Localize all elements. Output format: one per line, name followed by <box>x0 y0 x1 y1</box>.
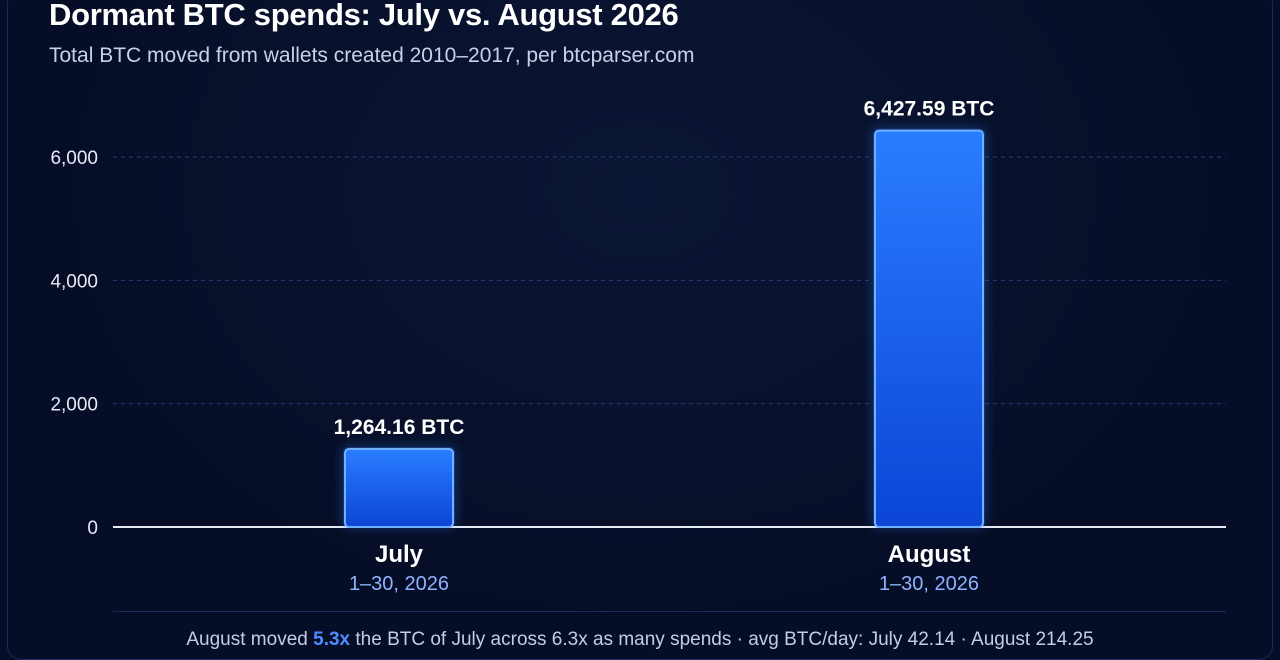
bar-layer <box>343 128 985 528</box>
footer-suffix: the BTC of July across 6.3x as many spen… <box>350 629 1094 650</box>
y-tick-label: 2,000 <box>50 395 98 416</box>
footer-note: August moved 5.3x the BTC of July across… <box>0 629 1280 651</box>
footer-divider <box>113 611 1226 612</box>
data-label: 1,264.16 BTC <box>334 416 465 439</box>
x-category-sublabel: 1–30, 2026 <box>879 573 979 595</box>
chart-frame <box>7 0 1273 660</box>
y-tick-label: 0 <box>87 518 98 539</box>
y-tick-label: 4,000 <box>50 271 98 292</box>
bar-august <box>874 129 984 528</box>
y-tick-label: 6,000 <box>50 148 98 169</box>
x-category-sublabel: 1–30, 2026 <box>349 573 449 595</box>
grid-layer <box>113 156 1226 528</box>
footer-highlight: 5.3x <box>313 629 351 650</box>
x-category-label: August <box>888 541 971 568</box>
data-label: 6,427.59 BTC <box>864 98 995 121</box>
x-category-label: July <box>375 541 424 568</box>
bar-july <box>344 448 454 528</box>
chart-subtitle: Total BTC moved from wallets created 201… <box>49 44 695 67</box>
footer-prefix: August moved <box>186 629 314 650</box>
chart-title: Dormant BTC spends: July vs. August 2026 <box>49 0 679 32</box>
label-layer: 0 2,000 4,000 6,000 1,264.16 BTC July 1–30, 20… <box>50 98 994 595</box>
